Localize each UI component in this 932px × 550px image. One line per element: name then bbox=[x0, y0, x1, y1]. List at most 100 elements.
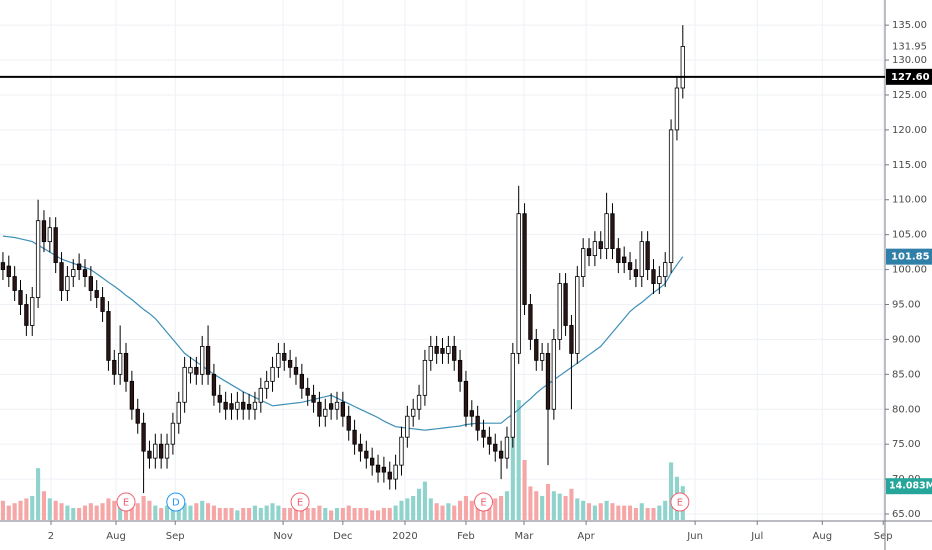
volume-bar bbox=[229, 508, 234, 520]
candle-body bbox=[235, 401, 240, 410]
candle-body bbox=[153, 443, 158, 459]
volume-bar bbox=[346, 505, 351, 520]
candle-body bbox=[440, 348, 445, 354]
candle-body bbox=[539, 352, 545, 361]
candle-body bbox=[352, 429, 357, 445]
x-tick-label: Jul bbox=[750, 531, 763, 542]
candle-body bbox=[82, 269, 88, 277]
volume-bar bbox=[452, 505, 457, 520]
volume-bar bbox=[375, 510, 381, 520]
event-marker bbox=[116, 492, 136, 512]
candle-body bbox=[622, 256, 627, 263]
volume-bar bbox=[276, 505, 281, 520]
x-tick-label: Jun bbox=[686, 531, 703, 542]
candle-body bbox=[65, 276, 70, 291]
volume-bar bbox=[200, 500, 205, 520]
volume-bar bbox=[6, 505, 11, 520]
volume-bar bbox=[153, 505, 158, 520]
volume-bar bbox=[159, 508, 164, 520]
volume-bar bbox=[639, 503, 644, 520]
volume-bar bbox=[405, 498, 410, 520]
candle-body bbox=[610, 213, 615, 250]
x-tick-label: Sep bbox=[166, 531, 185, 542]
candle-body bbox=[416, 394, 422, 410]
candle-body bbox=[287, 359, 293, 368]
candle-body bbox=[0, 262, 6, 270]
candle-body bbox=[504, 436, 510, 459]
candle-body bbox=[346, 415, 351, 431]
candle-body bbox=[135, 408, 140, 424]
candle-body bbox=[159, 443, 164, 459]
volume-bar bbox=[669, 462, 674, 520]
volume-bar bbox=[651, 508, 656, 520]
volume-bar bbox=[194, 503, 199, 520]
candle-body bbox=[6, 265, 11, 277]
candle-body bbox=[334, 401, 340, 410]
candle-body bbox=[557, 283, 562, 340]
candle-body bbox=[422, 359, 428, 396]
candle-body bbox=[205, 346, 211, 375]
event-marker bbox=[670, 492, 690, 512]
volume-bar bbox=[135, 503, 140, 520]
volume-bar bbox=[622, 505, 627, 520]
candle-body bbox=[563, 283, 568, 326]
x-tick-label: 2 bbox=[48, 531, 54, 542]
candle-body bbox=[293, 366, 299, 375]
volume-bar bbox=[282, 508, 287, 520]
y-tick-label: 105.00 bbox=[892, 230, 927, 241]
volume-bar bbox=[645, 508, 650, 520]
candle-body bbox=[258, 387, 263, 403]
volume-bar bbox=[147, 500, 152, 520]
volume-bar bbox=[293, 505, 299, 520]
volume-bar bbox=[235, 510, 240, 520]
volume-bar bbox=[610, 503, 615, 520]
candle-body bbox=[328, 403, 334, 410]
candle-body bbox=[276, 352, 281, 368]
volume-bar bbox=[141, 496, 146, 520]
volume-bar bbox=[487, 500, 492, 520]
volume-bar bbox=[41, 491, 47, 520]
candle-body bbox=[94, 290, 99, 298]
volume-bar bbox=[663, 500, 668, 520]
volume-bar bbox=[164, 505, 170, 520]
volume-bar bbox=[469, 500, 474, 520]
volume-bar bbox=[586, 503, 592, 520]
candle-body bbox=[399, 436, 404, 466]
candle-body bbox=[575, 276, 580, 354]
candle-body bbox=[452, 346, 457, 361]
candle-body bbox=[370, 457, 375, 466]
volume-bar bbox=[569, 488, 574, 520]
candle-body bbox=[551, 339, 557, 410]
volume-bar bbox=[381, 508, 386, 520]
event-marker bbox=[166, 492, 186, 512]
volume-bar bbox=[616, 505, 621, 520]
candle-body bbox=[323, 408, 328, 417]
volume-bar bbox=[252, 505, 258, 520]
candle-body bbox=[47, 227, 52, 243]
x-tick-label: Aug bbox=[106, 531, 126, 542]
candle-body bbox=[387, 471, 392, 480]
volume-bar bbox=[657, 505, 662, 520]
volume-bar bbox=[288, 508, 293, 520]
volume-bar bbox=[481, 503, 486, 520]
volume-bar bbox=[534, 491, 539, 520]
candle-body bbox=[164, 443, 170, 459]
candle-body bbox=[71, 269, 76, 277]
ma-label-bg bbox=[886, 248, 932, 265]
volume-bar bbox=[516, 400, 521, 520]
volume-bar bbox=[258, 508, 263, 520]
candle-body bbox=[633, 269, 639, 277]
volume-bar bbox=[604, 500, 609, 520]
volume-bar bbox=[270, 503, 275, 520]
candle-body bbox=[106, 311, 111, 361]
volume-bar bbox=[53, 500, 58, 520]
y-tick-label: 125.00 bbox=[892, 90, 927, 101]
candle-body bbox=[358, 443, 363, 452]
volume-bar bbox=[387, 508, 392, 520]
candle-body bbox=[481, 429, 486, 438]
candle-body bbox=[493, 443, 498, 452]
candle-body bbox=[498, 450, 504, 459]
candle-body bbox=[24, 304, 29, 326]
volume-bar bbox=[446, 503, 451, 520]
